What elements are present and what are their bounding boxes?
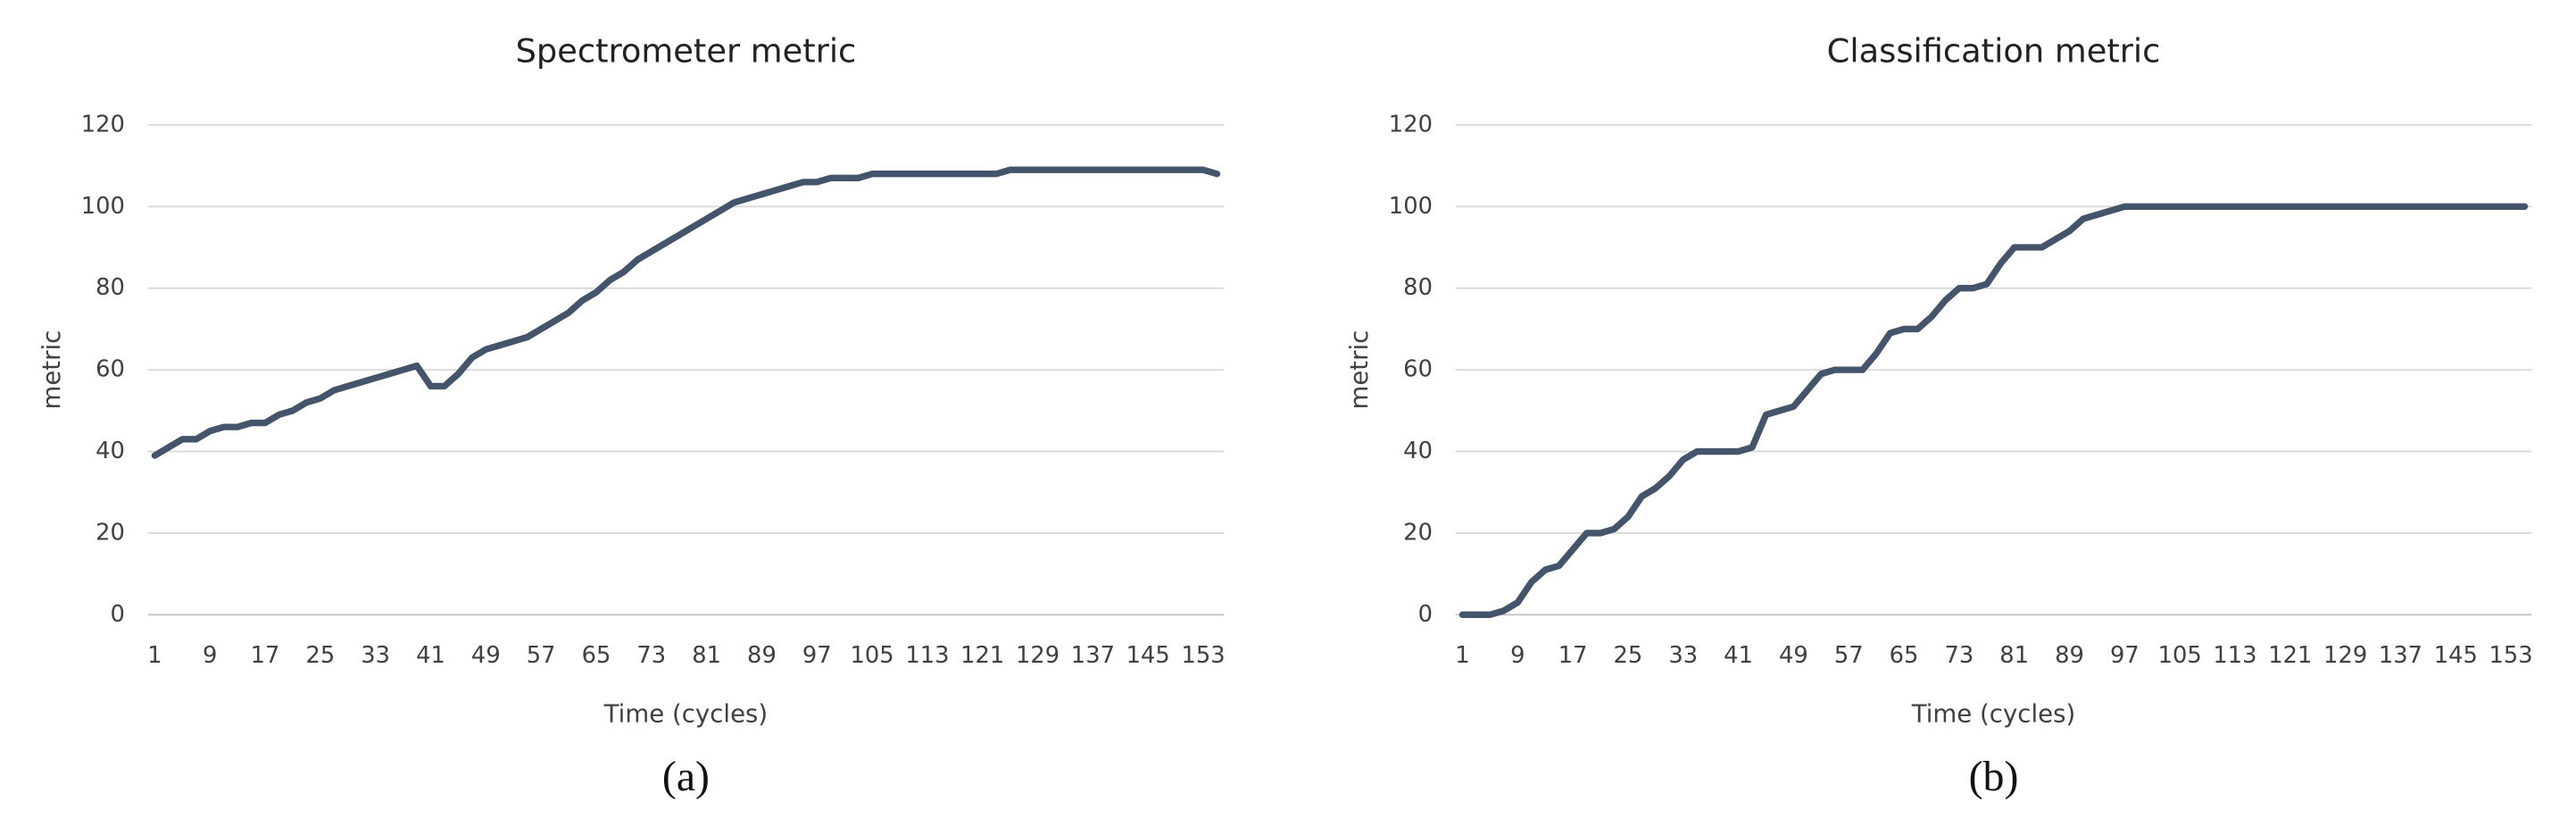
x-axis-title: Time (cycles) — [1911, 699, 2076, 729]
x-tick-label: 25 — [1614, 642, 1643, 669]
x-tick-label: 81 — [1999, 642, 2029, 669]
x-tick-label: 113 — [2213, 642, 2256, 669]
x-tick-label: 113 — [905, 642, 949, 669]
y-axis-title: metric — [37, 330, 66, 410]
x-tick-label: 41 — [1724, 642, 1753, 669]
x-tick-label: 89 — [2055, 642, 2084, 669]
y-tick-label: 100 — [81, 193, 125, 220]
x-tick-label: 1 — [147, 642, 162, 669]
x-tick-label: 49 — [471, 642, 501, 669]
x-tick-label: 57 — [527, 642, 556, 669]
x-tick-label: 137 — [1071, 642, 1115, 669]
x-tick-label: 145 — [1126, 642, 1170, 669]
y-tick-label: 20 — [96, 519, 125, 546]
x-tick-label: 73 — [636, 642, 666, 669]
x-tick-label: 1 — [1455, 642, 1469, 669]
y-tick-label: 60 — [96, 356, 125, 383]
x-tick-label: 73 — [1944, 642, 1974, 669]
x-tick-label: 81 — [692, 642, 721, 669]
x-tick-label: 97 — [802, 642, 832, 669]
y-tick-label: 60 — [1403, 356, 1433, 383]
y-tick-label: 80 — [96, 274, 125, 301]
line-series — [151, 166, 1221, 459]
x-tick-label: 9 — [1510, 642, 1525, 669]
x-tick-label: 153 — [2489, 642, 2533, 669]
x-axis-title: Time (cycles) — [603, 699, 769, 729]
x-tick-label: 49 — [1779, 642, 1808, 669]
x-tick-label: 17 — [1558, 642, 1588, 669]
y-tick-label: 40 — [96, 438, 125, 464]
x-tick-label: 41 — [416, 642, 445, 669]
x-tick-label: 105 — [851, 642, 894, 669]
x-tick-label: 153 — [1181, 642, 1225, 669]
x-tick-label: 65 — [1890, 642, 1919, 669]
x-tick-label: 33 — [1668, 642, 1698, 669]
x-tick-label: 89 — [747, 642, 777, 669]
x-tick-label: 129 — [1016, 642, 1059, 669]
y-tick-label: 0 — [110, 601, 124, 628]
x-tick-label: 121 — [2268, 642, 2312, 669]
x-tick-label: 121 — [960, 642, 1004, 669]
x-tick-label: 97 — [2110, 642, 2140, 669]
x-tick-label: 129 — [2323, 642, 2367, 669]
y-tick-label: 100 — [1389, 193, 1433, 220]
x-tick-label: 137 — [2379, 642, 2422, 669]
y-tick-label: 40 — [1403, 438, 1433, 464]
x-tick-label: 145 — [2434, 642, 2478, 669]
line-series — [1458, 203, 2529, 619]
chart-title: Spectrometer metric — [516, 31, 857, 70]
x-tick-label: 57 — [1834, 642, 1864, 669]
x-tick-label: 25 — [305, 642, 335, 669]
chart-title: Classification metric — [1827, 31, 2161, 70]
y-tick-label: 80 — [1403, 274, 1433, 301]
x-tick-label: 9 — [203, 642, 217, 669]
caption: (b) — [1969, 753, 2019, 800]
y-tick-label: 0 — [1418, 601, 1433, 628]
y-tick-label: 120 — [1389, 111, 1433, 138]
caption: (a) — [662, 753, 710, 800]
x-tick-label: 17 — [251, 642, 280, 669]
x-tick-label: 65 — [582, 642, 611, 669]
x-tick-label: 33 — [361, 642, 390, 669]
y-axis-title: metric — [1344, 330, 1374, 410]
x-tick-label: 105 — [2158, 642, 2202, 669]
y-tick-label: 20 — [1403, 519, 1433, 546]
y-tick-label: 120 — [81, 111, 125, 138]
